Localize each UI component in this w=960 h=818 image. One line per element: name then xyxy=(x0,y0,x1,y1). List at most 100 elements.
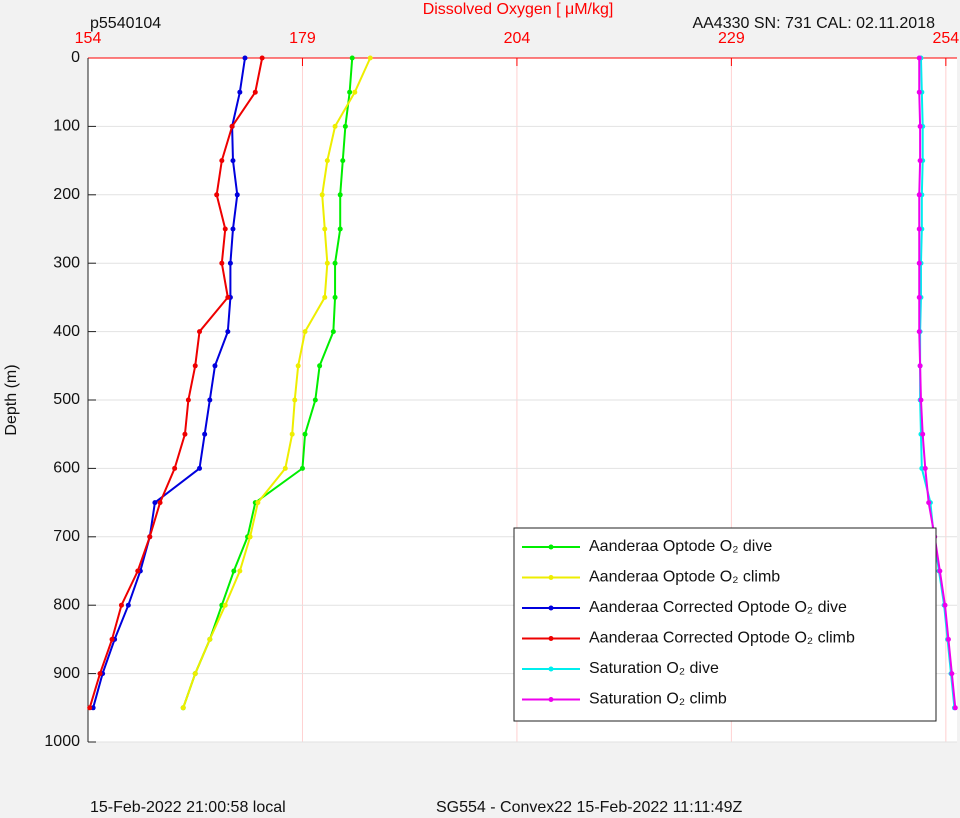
legend-label: Aanderaa Corrected Optode O₂ climb xyxy=(589,630,855,647)
data-point xyxy=(219,602,225,608)
data-point xyxy=(949,671,955,677)
x-tick-label: 254 xyxy=(932,30,959,47)
x-tick-label: 229 xyxy=(718,30,745,47)
data-point xyxy=(302,431,308,437)
data-point xyxy=(916,55,922,61)
data-point xyxy=(916,89,922,95)
x-tick-label: 179 xyxy=(289,30,316,47)
data-point xyxy=(319,192,325,198)
data-point xyxy=(337,226,343,232)
y-tick-label: 600 xyxy=(53,460,80,477)
data-point xyxy=(118,602,124,608)
data-point xyxy=(340,158,346,164)
x-tick-label: 204 xyxy=(504,30,531,47)
data-point xyxy=(197,465,203,471)
legend-label: Aanderaa Optode O₂ climb xyxy=(589,569,780,586)
x-tick-label: 154 xyxy=(75,30,102,47)
data-point xyxy=(225,294,231,300)
data-point xyxy=(916,226,922,232)
data-point xyxy=(926,500,932,506)
data-point xyxy=(219,260,225,266)
data-point xyxy=(945,636,951,642)
legend-marker xyxy=(548,636,554,641)
data-point xyxy=(332,294,338,300)
series-line xyxy=(182,57,354,709)
data-point xyxy=(230,226,236,232)
data-point xyxy=(214,192,220,198)
data-point xyxy=(192,671,198,677)
chart-title: Dissolved Oxygen [ μM/kg] xyxy=(423,1,614,18)
data-point xyxy=(227,260,233,266)
data-point xyxy=(916,192,922,198)
data-point xyxy=(152,500,158,506)
data-point xyxy=(352,89,358,95)
data-point xyxy=(157,500,163,506)
data-point xyxy=(172,465,178,471)
data-point xyxy=(237,568,243,574)
data-point xyxy=(299,465,305,471)
y-tick-label: 200 xyxy=(53,186,80,203)
data-point xyxy=(916,260,922,266)
data-point xyxy=(952,705,958,711)
data-point xyxy=(332,123,338,129)
data-point xyxy=(185,397,191,403)
data-point xyxy=(147,534,153,540)
data-point xyxy=(324,260,330,266)
data-point xyxy=(97,671,103,677)
data-point xyxy=(229,123,235,129)
legend-label: Aanderaa Optode O₂ dive xyxy=(589,538,772,555)
data-point xyxy=(917,158,923,164)
data-point xyxy=(342,123,348,129)
data-point xyxy=(295,363,301,369)
data-point xyxy=(207,397,213,403)
series-line xyxy=(182,57,372,709)
y-tick-label: 1000 xyxy=(44,733,80,750)
data-point xyxy=(222,226,228,232)
y-axis-label: Depth (m) xyxy=(3,364,20,435)
series-line xyxy=(92,57,246,709)
data-point xyxy=(920,431,926,437)
data-point xyxy=(222,602,228,608)
data-point xyxy=(219,158,225,164)
data-point xyxy=(367,55,373,61)
data-point xyxy=(212,363,218,369)
legend-marker xyxy=(548,666,554,672)
data-point xyxy=(347,89,353,95)
y-tick-label: 500 xyxy=(53,391,80,408)
header-right: AA4330 SN: 731 CAL: 02.11.2018 xyxy=(692,15,935,32)
data-point xyxy=(234,192,240,198)
legend-marker xyxy=(548,697,554,702)
data-point xyxy=(231,568,237,574)
data-point xyxy=(289,431,295,437)
data-point xyxy=(255,500,261,506)
y-tick-label: 700 xyxy=(53,528,80,545)
data-point xyxy=(917,363,923,369)
data-point xyxy=(247,534,253,540)
legend-label: Saturation O₂ climb xyxy=(589,691,727,708)
y-tick-label: 0 xyxy=(71,49,80,66)
data-point xyxy=(282,465,288,471)
data-point xyxy=(324,158,330,164)
data-point xyxy=(90,705,96,711)
data-point xyxy=(916,329,922,335)
data-point xyxy=(292,397,298,403)
data-point xyxy=(125,602,131,608)
legend-marker xyxy=(548,605,554,611)
data-point xyxy=(197,329,203,335)
y-tick-label: 300 xyxy=(53,254,80,271)
series-line xyxy=(918,58,957,708)
data-point xyxy=(182,431,188,437)
data-point xyxy=(242,55,248,61)
data-point xyxy=(330,329,336,335)
data-point xyxy=(192,363,198,369)
data-point xyxy=(259,55,265,61)
legend-marker xyxy=(548,544,554,550)
legend-label: Saturation O₂ dive xyxy=(589,660,719,677)
data-point xyxy=(230,158,236,164)
data-point xyxy=(109,636,115,642)
data-point xyxy=(919,465,925,471)
data-point xyxy=(180,705,186,711)
data-point xyxy=(87,705,93,711)
y-tick-label: 900 xyxy=(53,665,80,682)
y-tick-label: 400 xyxy=(53,323,80,340)
